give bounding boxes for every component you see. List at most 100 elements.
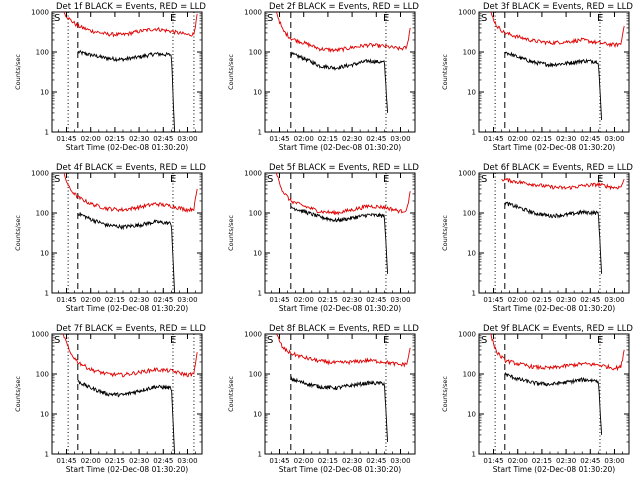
detector-panel-7: Det 7f BLACK = Events, RED = LLD 1 10 100 10…	[14, 324, 206, 474]
x-tick-label: 02:00	[508, 457, 528, 465]
y-tick-label: 10	[467, 250, 476, 258]
y-tick-label: 1	[258, 451, 262, 459]
y-tick-label: 10	[253, 250, 262, 258]
x-tick-label: 02:00	[81, 457, 101, 465]
x-axis-label: Start Time (02-Dec-08 01:30:20)	[279, 304, 401, 313]
lld-series-line	[490, 334, 625, 372]
panel-title: Det 4f BLACK = Events, RED = LLD	[56, 163, 206, 173]
series-group	[490, 12, 625, 121]
detector-panel-2: Det 2f BLACK = Events, RED = LLD 1 10 100 10…	[227, 2, 419, 152]
events-series-line	[290, 51, 389, 113]
x-tick-label: 02:45	[153, 296, 173, 304]
plot-frame	[478, 11, 630, 133]
panel-title: Det 3f BLACK = Events, RED = LLD	[483, 2, 633, 12]
start-marker: S	[54, 13, 60, 24]
lld-series-line	[490, 12, 625, 49]
start-marker: S	[54, 335, 60, 346]
x-tick-label: 02:00	[508, 135, 528, 143]
y-tick-label: 1000	[244, 9, 262, 17]
x-tick-label: 02:30	[342, 135, 362, 143]
x-tick-label: 02:15	[105, 135, 125, 143]
y-tick-label: 1000	[31, 331, 49, 339]
x-axis-label: Start Time (02-Dec-08 01:30:20)	[493, 304, 615, 313]
x-axis-label: Start Time (02-Dec-08 01:30:20)	[66, 304, 188, 313]
y-tick-label: 10	[253, 89, 262, 97]
x-tick-label: 02:00	[294, 135, 314, 143]
y-axis-label: Counts/sec	[227, 376, 235, 412]
x-tick-label: 02:45	[366, 296, 386, 304]
y-tick-label: 10	[467, 411, 476, 419]
series-group	[63, 173, 198, 293]
x-tick-label: 02:15	[105, 457, 125, 465]
x-axis-label: Start Time (02-Dec-08 01:30:20)	[279, 465, 401, 474]
events-series-line	[290, 206, 389, 274]
start-marker: S	[481, 335, 487, 346]
x-tick-label: 02:30	[556, 457, 576, 465]
y-tick-label: 100	[249, 210, 262, 218]
x-tick-label: 01:45	[483, 457, 503, 465]
plot-frame	[478, 172, 630, 294]
series-group	[275, 12, 411, 113]
x-tick-label: 03:00	[390, 135, 410, 143]
series-group	[63, 12, 198, 132]
y-tick-label: 1000	[458, 9, 476, 17]
y-axis-label: Counts/sec	[227, 54, 235, 90]
x-tick-label: 02:30	[129, 135, 149, 143]
y-tick-label: 10	[40, 411, 49, 419]
start-marker: S	[267, 174, 273, 185]
end-marker: E	[597, 174, 603, 185]
x-tick-label: 02:45	[580, 457, 600, 465]
y-tick-label: 1	[45, 290, 49, 298]
y-tick-label: 1000	[31, 170, 49, 178]
plot-frame	[51, 172, 203, 294]
events-series-line	[77, 379, 176, 454]
y-tick-label: 1	[45, 451, 49, 459]
detector-panel-1: Det 1f BLACK = Events, RED = LLD 1 10 100 10…	[14, 2, 206, 152]
events-series-line	[504, 51, 603, 121]
x-axis-label: Start Time (02-Dec-08 01:30:20)	[493, 143, 615, 152]
x-axis-label: Start Time (02-Dec-08 01:30:20)	[493, 465, 615, 474]
lld-series-line	[275, 334, 411, 368]
lld-series-line	[63, 173, 198, 214]
x-tick-label: 02:15	[532, 457, 552, 465]
events-series-line	[504, 371, 603, 435]
y-tick-label: 1000	[458, 170, 476, 178]
panel-title: Det 2f BLACK = Events, RED = LLD	[269, 2, 419, 12]
start-marker: S	[267, 335, 273, 346]
x-tick-label: 01:45	[269, 296, 289, 304]
y-tick-label: 1	[472, 451, 476, 459]
y-tick-label: 1	[258, 129, 262, 137]
x-tick-label: 01:45	[269, 135, 289, 143]
x-tick-label: 02:45	[580, 135, 600, 143]
x-tick-label: 02:30	[129, 296, 149, 304]
x-tick-label: 02:00	[294, 457, 314, 465]
x-tick-label: 03:00	[390, 457, 410, 465]
series-group	[62, 334, 198, 454]
y-axis-label: Counts/sec	[441, 376, 449, 412]
panel-title: Det 6f BLACK = Events, RED = LLD	[483, 163, 633, 173]
y-tick-label: 1000	[31, 9, 49, 17]
y-tick-label: 100	[249, 49, 262, 57]
detector-panel-8: Det 8f BLACK = Events, RED = LLD 1 10 100 10…	[227, 324, 419, 474]
events-series-line	[77, 212, 176, 293]
end-marker: E	[170, 13, 176, 24]
y-tick-label: 1000	[244, 331, 262, 339]
y-axis-label: Counts/sec	[14, 215, 22, 251]
y-tick-label: 100	[249, 371, 262, 379]
plot-frame	[51, 11, 203, 133]
y-tick-label: 1000	[244, 170, 262, 178]
series-group	[275, 334, 411, 443]
panel-title: Det 8f BLACK = Events, RED = LLD	[269, 324, 419, 334]
y-axis-label: Counts/sec	[227, 215, 235, 251]
start-marker: S	[481, 174, 487, 185]
x-tick-label: 02:45	[153, 135, 173, 143]
detector-panel-9: Det 9f BLACK = Events, RED = LLD 1 10 100 10…	[441, 324, 633, 474]
y-tick-label: 10	[253, 411, 262, 419]
end-marker: E	[170, 174, 176, 185]
series-group	[490, 334, 625, 435]
panel-title: Det 5f BLACK = Events, RED = LLD	[269, 163, 419, 173]
x-tick-label: 02:30	[556, 135, 576, 143]
lld-series-line	[275, 173, 411, 216]
x-tick-label: 02:00	[294, 296, 314, 304]
lld-series-line	[275, 12, 411, 53]
